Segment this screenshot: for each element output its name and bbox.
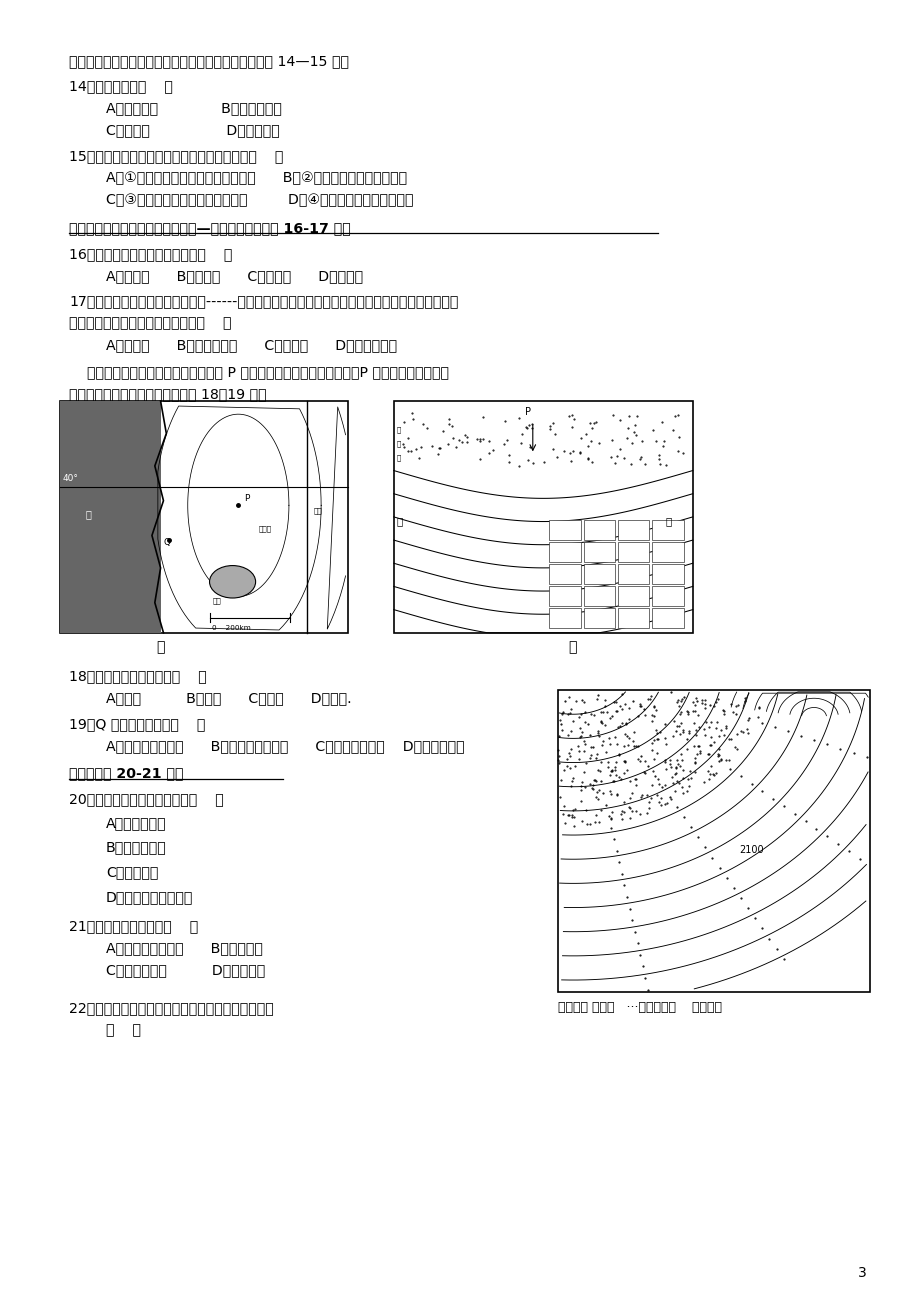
Bar (618, 564, 649, 585)
Text: 下图中甲为某区域示意图，乙是甲中 P 地河谷及其附近的地质剖面图，P 地河谷剖面的形成与: 下图中甲为某区域示意图，乙是甲中 P 地河谷及其附近的地质剖面图，P 地河谷剖面… (69, 366, 448, 379)
Bar (583, 543, 615, 562)
Bar (60, 401, 347, 633)
Text: 等高线: 等高线 (258, 526, 271, 533)
Bar (549, 564, 580, 585)
Text: 2100: 2100 (738, 845, 763, 855)
Bar (652, 521, 683, 540)
Text: 18．河谷处的地质构造为（    ）: 18．河谷处的地质构造为（ ） (69, 669, 207, 682)
Text: A．长江中下游平原      B．东北平原: A．长江中下游平原 B．东北平原 (106, 941, 263, 954)
Text: 用水终端、污水处理厂、大气水、自来水厂，读图回答 14—15 题。: 用水终端、污水处理厂、大气水、自来水厂，读图回答 14—15 题。 (69, 55, 348, 68)
Text: P: P (525, 408, 531, 417)
Bar (549, 521, 580, 540)
Text: 西: 西 (396, 516, 403, 526)
Text: 沉: 沉 (396, 426, 401, 432)
Text: A．整体性      B．地域差异性      C．独特性      D．表现复杂性: A．整体性 B．地域差异性 C．独特性 D．表现复杂性 (106, 339, 396, 352)
Text: 湖泊: 湖泊 (212, 598, 221, 604)
Text: A．①的多少不因城市地面性质而改变      B．②的增多可能导致地面沉降: A．①的多少不因城市地面性质而改变 B．②的增多可能导致地面沉降 (106, 172, 406, 185)
Bar (583, 608, 615, 628)
Bar (549, 586, 580, 607)
Bar (583, 586, 615, 607)
Bar (557, 690, 869, 992)
Bar (60, 401, 161, 633)
Text: C．大气水                 D．自来水厂: C．大气水 D．自来水厂 (106, 124, 279, 137)
Text: B．冲积扇平原: B．冲积扇平原 (106, 841, 166, 854)
Bar (618, 521, 649, 540)
Text: 读图，完成 20-21 题。: 读图，完成 20-21 题。 (69, 767, 183, 780)
Text: D．河流沿岸冲积平原: D．河流沿岸冲积平原 (106, 891, 193, 904)
Bar (652, 543, 683, 562)
Bar (583, 564, 615, 585)
Text: A．向斜          B．背斜      C．断层      D．裂隙.: A．向斜 B．背斜 C．断层 D．裂隙. (106, 691, 351, 704)
Text: 40°: 40° (62, 474, 78, 483)
Text: 17．近年来，这些生物礁的缔造者------珊瑚正在大量死亡，据研究与大气二氧化碳浓度及全球气温: 17．近年来，这些生物礁的缔造者------珊瑚正在大量死亡，据研究与大气二氧化… (69, 294, 458, 307)
Bar (549, 543, 580, 562)
Text: 甲: 甲 (156, 641, 165, 654)
Bar (393, 401, 692, 633)
Text: 地转偏向力的作用有关。读图回答 18～19 题。: 地转偏向力的作用有关。读图回答 18～19 题。 (69, 388, 267, 401)
Bar (618, 608, 649, 628)
Text: 0    200km: 0 200km (212, 625, 251, 631)
Bar (618, 586, 649, 607)
Text: Q: Q (164, 538, 170, 547)
Text: C．山麓沙丘: C．山麓沙丘 (106, 866, 158, 879)
Text: 河流: 河流 (312, 508, 322, 514)
Bar (652, 564, 683, 585)
Bar (583, 521, 615, 540)
Text: 乙: 乙 (568, 641, 576, 654)
Text: 图例：～ 等高线   ···季节性河流    增长模式: 图例：～ 等高线 ···季节性河流 增长模式 (558, 1001, 721, 1014)
Text: C．③的水质不受农业生产活动影响         D．④的水质不受科技水平影响: C．③的水质不受农业生产活动影响 D．④的水质不受科技水平影响 (106, 194, 413, 207)
Text: 14．图中甲表示（    ）: 14．图中甲表示（ ） (69, 79, 173, 92)
Text: 物: 物 (396, 454, 401, 461)
Text: 海: 海 (85, 509, 91, 519)
Bar (652, 608, 683, 628)
Text: C．塔里木盆地          D．青藏高原: C．塔里木盆地 D．青藏高原 (106, 963, 265, 976)
Text: 21．图示的地貌分布在（    ）: 21．图示的地貌分布在（ ） (69, 919, 198, 932)
Text: 20．图中所示的地貌类型属于（    ）: 20．图中所示的地貌类型属于（ ） (69, 793, 223, 806)
Text: A．温带海洋性气候      B．温带大陆性气候      C．温带季风气候    D．地中海气候: A．温带海洋性气候 B．温带大陆性气候 C．温带季风气候 D．地中海气候 (106, 740, 464, 753)
Text: A．三角洲平原: A．三角洲平原 (106, 816, 166, 829)
Text: 19．Q 地的气候类型是（    ）: 19．Q 地的气候类型是（ ） (69, 717, 205, 730)
Text: A．用水终端              B．污水处理厂: A．用水终端 B．污水处理厂 (106, 102, 281, 115)
Text: 澳大利亚东侧分布着大片的生物礁—大堡礁。据此完成 16-17 题。: 澳大利亚东侧分布着大片的生物礁—大堡礁。据此完成 16-17 题。 (69, 221, 350, 234)
Text: （    ）: （ ） (106, 1023, 141, 1036)
Text: 升高有关。这说明了地球环境具有（    ）: 升高有关。这说明了地球环境具有（ ） (69, 316, 232, 329)
Text: 积: 积 (396, 440, 401, 447)
Text: 3: 3 (857, 1267, 867, 1280)
Text: 东: 东 (665, 516, 672, 526)
Text: 15．关于图示水循环各环节的说法，正确的是（    ）: 15．关于图示水循环各环节的说法，正确的是（ ） (69, 150, 283, 163)
Bar (652, 586, 683, 607)
Text: P: P (244, 493, 249, 503)
Bar (618, 543, 649, 562)
Text: A．石灰岩      B．变质岩      C．沉积岩      D．岩浆岩: A．石灰岩 B．变质岩 C．沉积岩 D．岩浆岩 (106, 270, 362, 283)
Text: 22．为了缓和人口压力，我国应采取下图中哪一人口: 22．为了缓和人口压力，我国应采取下图中哪一人口 (69, 1001, 274, 1014)
Text: 16．这类岩石按成因来分，属于（    ）: 16．这类岩石按成因来分，属于（ ） (69, 247, 233, 260)
Bar (549, 608, 580, 628)
Ellipse shape (210, 565, 255, 598)
